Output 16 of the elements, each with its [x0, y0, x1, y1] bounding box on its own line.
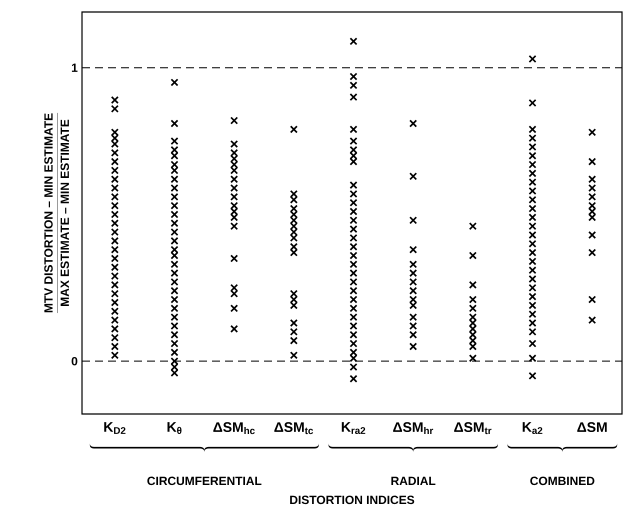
text: CIRCUMFERENTIAL — [147, 476, 262, 486]
text: RADIAL — [391, 476, 436, 485]
x-tick-label: ΔSM$_{hr}$ — [393, 422, 434, 434]
y-tick-label: 0 — [72, 356, 78, 366]
x-tick-label: ΔSM$_{tr}$ — [454, 422, 492, 434]
x-tick-label: ΔSM — [577, 422, 607, 432]
x-tick-label: K$_{θ}$ — [168, 422, 182, 434]
x-tick-label: K$_{ra2}$ — [342, 422, 366, 434]
y-axis-title: $\frac{\mbox{MTV DISTORTION -- MIN ESTIMATE}}{\mbox{MAX ESTIMATE -- MIN ESTIMATE}}$ — [44, 112, 69, 314]
x-tick-label: ΔSM$_{tc}$ — [274, 422, 314, 434]
y-tick-label: 1 — [72, 64, 78, 72]
text: DISTORTION INDICES — [290, 496, 414, 504]
x-tick-label: K$_{D2}$ — [104, 422, 126, 434]
text: COMBINED — [530, 476, 594, 486]
x-tick-label: K$_{a2}$ — [522, 422, 542, 434]
x-tick-label: ΔSM$_{hc}$ — [213, 422, 255, 434]
